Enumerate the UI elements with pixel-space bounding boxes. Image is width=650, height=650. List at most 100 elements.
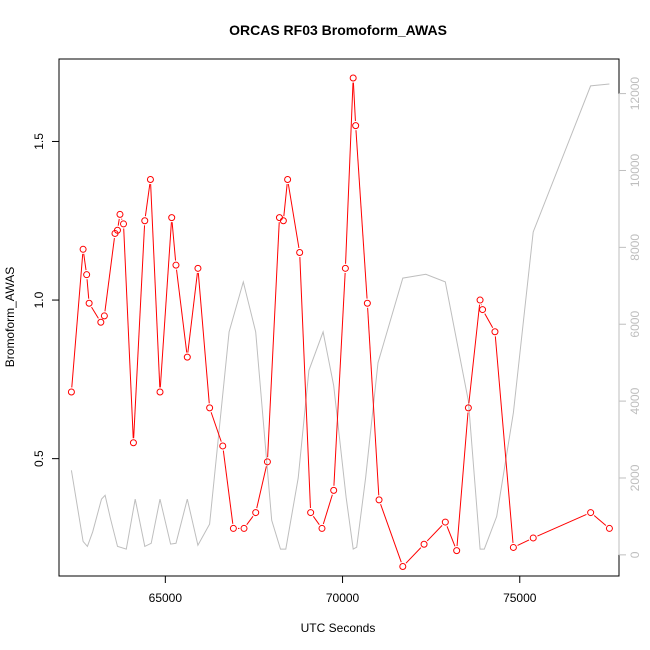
- series-0-segment: [517, 539, 530, 546]
- series-0-point: [363, 299, 371, 307]
- series-0-point: [341, 264, 349, 272]
- series-0-point: [509, 543, 517, 551]
- series-0-segment: [405, 547, 422, 564]
- series-0-segment: [322, 494, 333, 525]
- series-0-segment: [144, 184, 151, 217]
- series-0-point: [156, 388, 164, 396]
- series-0-point: [464, 404, 472, 412]
- series-0-point: [183, 353, 191, 361]
- series-0-segment: [104, 237, 115, 312]
- axis-layer: 65000 70000 75000 0.5 1.0 1.5 0 2000 4000 6000 800…: [32, 77, 642, 605]
- y-axis-label: Bromoform_AWAS: [3, 267, 17, 367]
- series-0-point: [97, 318, 105, 326]
- series-0-segment: [197, 272, 210, 404]
- chart-title: ORCAS RF03 Bromoform_AWAS: [229, 22, 447, 38]
- x-tick-label: 75000: [503, 591, 537, 605]
- series-0-segment: [71, 253, 84, 388]
- series-0-point: [116, 210, 124, 218]
- series-0-point: [349, 74, 357, 82]
- series-0-point: [479, 306, 487, 314]
- series-0-segment: [593, 515, 607, 526]
- series-0-segment: [246, 515, 254, 526]
- series-0-point: [141, 217, 149, 225]
- series-0-segment: [210, 412, 222, 442]
- series-layer: [67, 74, 613, 570]
- series-0-segment: [333, 272, 346, 486]
- x-tick-label: 65000: [149, 591, 183, 605]
- series-0-segment: [117, 218, 120, 226]
- y2-tick-label: 10000: [628, 153, 642, 187]
- series-0-segment: [355, 130, 368, 299]
- series-0-point: [229, 524, 237, 532]
- series-0-segment: [494, 336, 514, 543]
- x-axis-label: UTC Seconds: [301, 621, 376, 635]
- series-0-point: [146, 176, 154, 184]
- series-0-point: [279, 217, 287, 225]
- series-0-segment: [446, 526, 456, 547]
- series-0-point: [453, 547, 461, 555]
- series-0-point: [83, 271, 91, 279]
- series-0-segment: [345, 82, 354, 264]
- series-0-point: [307, 509, 315, 517]
- series-0-point: [219, 442, 227, 450]
- series-0-segment: [256, 466, 267, 509]
- x-tick-label: 70000: [326, 591, 360, 605]
- y-tick-label: 1.5: [32, 133, 46, 150]
- series-0-segment: [133, 225, 146, 439]
- series-0-segment: [380, 504, 402, 563]
- series-0-segment: [91, 306, 99, 319]
- series-0-segment: [537, 513, 587, 537]
- series-0-point: [67, 388, 75, 396]
- y-tick-label: 1.0: [32, 291, 46, 308]
- series-0-point: [275, 214, 283, 222]
- series-0-segment: [150, 184, 161, 388]
- series-0-point: [194, 264, 202, 272]
- series-0-segment: [83, 253, 87, 271]
- series-0-segment: [283, 184, 288, 217]
- series-0-point: [284, 176, 292, 184]
- series-0-point: [420, 540, 428, 548]
- series-0-point: [252, 509, 260, 517]
- y2-tick-label: 8000: [628, 234, 642, 261]
- series-0-segment: [222, 450, 234, 524]
- series-0-point: [168, 214, 176, 222]
- series-0-point: [206, 404, 214, 412]
- series-0-point: [441, 518, 449, 526]
- plot-frame: [58, 58, 620, 577]
- series-0-segment: [86, 279, 90, 299]
- series-0-segment: [187, 272, 198, 353]
- series-0-segment: [123, 228, 134, 439]
- series-0-segment: [352, 82, 356, 122]
- series-0-point: [587, 509, 595, 517]
- series-0-point: [240, 524, 248, 532]
- series-0-point: [113, 226, 121, 234]
- series-0-segment: [299, 257, 311, 508]
- series-0-point: [120, 220, 128, 228]
- series-0-segment: [484, 313, 494, 329]
- series-0-point: [476, 296, 484, 304]
- series-1-line: [70, 83, 610, 550]
- y2-tick-label: 12000: [628, 77, 642, 111]
- series-0-segment: [267, 222, 280, 458]
- series-0-point: [330, 486, 338, 494]
- series-0-point: [79, 245, 87, 253]
- series-0-segment: [159, 222, 172, 388]
- series-0-point: [172, 261, 180, 269]
- series-0-point: [263, 458, 271, 466]
- y2-tick-label: 6000: [628, 311, 642, 338]
- series-0-point: [529, 534, 537, 542]
- series-0-point: [491, 328, 499, 336]
- series-0-point: [296, 248, 304, 256]
- series-0-segment: [367, 307, 380, 496]
- series-0-segment: [312, 516, 320, 525]
- series-0-point: [129, 439, 137, 447]
- series-0-point: [100, 312, 108, 320]
- series-0-segment: [456, 412, 469, 547]
- series-0-point: [318, 524, 326, 532]
- series-0-point: [375, 496, 383, 504]
- series-0-point: [352, 122, 360, 130]
- y-tick-label: 0.5: [32, 450, 46, 467]
- series-0-segment: [468, 304, 481, 404]
- series-0-point: [399, 562, 407, 570]
- series-0-point: [85, 299, 93, 307]
